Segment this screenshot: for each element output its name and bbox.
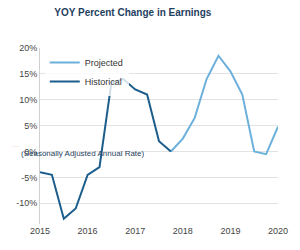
svg-text:2015: 2015 xyxy=(30,226,50,236)
svg-text:2019: 2019 xyxy=(220,226,240,236)
svg-text:-5%: -5% xyxy=(21,173,37,183)
svg-text:2018: 2018 xyxy=(173,226,193,236)
svg-text:0%: 0% xyxy=(24,147,37,157)
svg-text:5%: 5% xyxy=(24,121,37,131)
svg-text:YOY Percent Change in Earnings: YOY Percent Change in Earnings xyxy=(54,7,212,18)
svg-text:2020: 2020 xyxy=(268,226,288,236)
svg-text:10%: 10% xyxy=(19,95,37,105)
svg-text:Historical: Historical xyxy=(85,77,122,87)
svg-text:2016: 2016 xyxy=(78,226,98,236)
svg-text:(Seasonally Adjusted Annual Ra: (Seasonally Adjusted Annual Rate) xyxy=(21,149,145,158)
svg-text:20%: 20% xyxy=(19,43,37,53)
svg-text:2017: 2017 xyxy=(125,226,145,236)
svg-text:-10%: -10% xyxy=(16,198,37,208)
svg-text:Projected: Projected xyxy=(85,58,123,68)
svg-text:15%: 15% xyxy=(19,69,37,79)
